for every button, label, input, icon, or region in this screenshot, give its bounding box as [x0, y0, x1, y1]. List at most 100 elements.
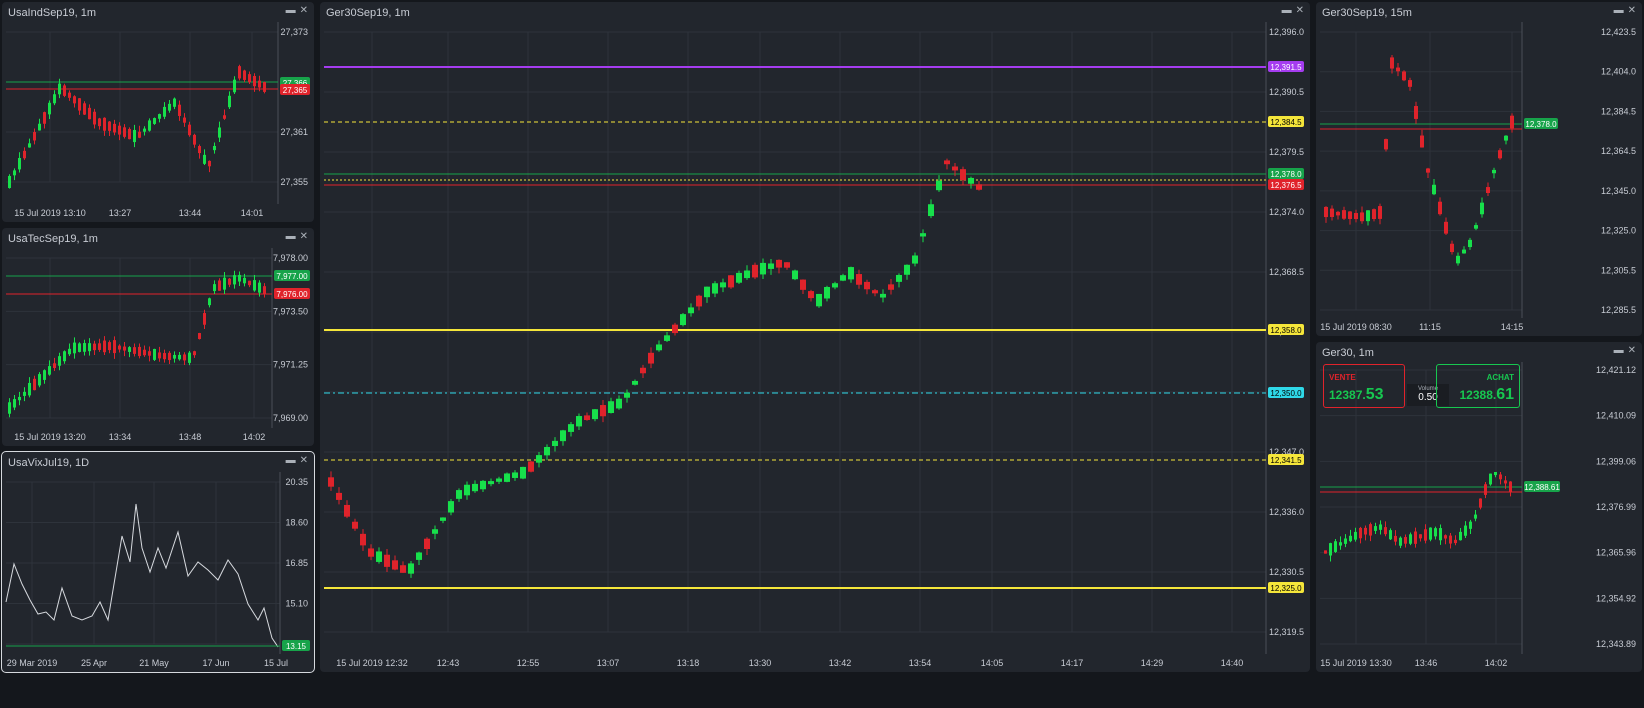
- candle: [228, 95, 231, 108]
- candle: [198, 333, 201, 340]
- chart-panel-usatec[interactable]: UsaTecSep19, 1m ▬ ✕ 7,978.00 7,973.50 7,971…: [2, 228, 314, 446]
- candle: [872, 290, 878, 294]
- candle: [123, 346, 126, 351]
- x-tick-label: 11:15: [1419, 322, 1441, 332]
- candle: [1374, 526, 1377, 531]
- price-chart[interactable]: 12,396.0 12,390.5 12,379.5 12,374.0 12,368.5…: [320, 2, 1310, 672]
- candle: [13, 170, 16, 176]
- window-icon[interactable]: ▬: [1613, 345, 1624, 356]
- close-icon[interactable]: ✕: [1627, 5, 1636, 16]
- window-icon[interactable]: ▬: [285, 231, 296, 242]
- candle: [1420, 135, 1424, 148]
- y-tick-label: 12,384.5: [1601, 106, 1636, 116]
- price-tag: [1268, 582, 1304, 593]
- candle: [23, 391, 26, 396]
- candle: [138, 131, 141, 138]
- close-icon[interactable]: ✕: [299, 455, 308, 466]
- candle: [48, 102, 51, 115]
- price-tag-label: 12,376.5: [1270, 181, 1302, 190]
- candle: [1324, 550, 1327, 554]
- window-icon[interactable]: ▬: [1613, 5, 1624, 16]
- candle: [1336, 211, 1340, 216]
- candle: [183, 117, 186, 123]
- price-chart[interactable]: 12,421.12 12,410.09 12,399.06 12,376.99 12,3…: [1316, 342, 1642, 672]
- candle: [904, 264, 910, 275]
- candle: [203, 313, 206, 325]
- candle: [258, 282, 261, 293]
- candle: [108, 121, 111, 131]
- panel-title: UsaIndSep19, 1m: [8, 7, 97, 19]
- candle: [464, 484, 470, 496]
- candle: [1378, 206, 1382, 219]
- window-icon[interactable]: ▬: [1281, 5, 1292, 16]
- candle: [800, 279, 806, 290]
- candle: [520, 466, 526, 479]
- candle: [1510, 115, 1514, 129]
- x-tick-label: 15 Jul 2019 13:30: [1320, 658, 1392, 668]
- y-tick-label: 7,978.00: [273, 253, 308, 263]
- candle: [83, 103, 86, 115]
- y-tick-label: 12,365.96: [1596, 548, 1636, 558]
- y-tick-label: 7,969.00: [273, 413, 308, 423]
- candle: [88, 107, 91, 120]
- candle: [912, 255, 918, 264]
- y-tick-label: 12,330.5: [1269, 567, 1304, 577]
- chart-panel-ger30[interactable]: Ger30, 1m ▬ ✕ 12,421.12 12,410.09 12,399.06…: [1316, 342, 1642, 672]
- candle: [544, 446, 550, 456]
- chart-panel-ger30-1m[interactable]: Ger30Sep19, 1m ▬ ✕ 12,396.0 12,390.5 12,379…: [320, 2, 1310, 672]
- candle: [1449, 535, 1452, 544]
- candle: [944, 160, 950, 165]
- volume-label: Volume: [1417, 386, 1438, 392]
- y-tick-label: 12,319.5: [1269, 627, 1304, 637]
- candle: [1459, 531, 1462, 541]
- volume-field[interactable]: Volume 0.50: [1407, 384, 1449, 406]
- chart-panel-usavix[interactable]: UsaVixJul19, 1D ▬✕ 20.35 18.60 16.85 15.10 1…: [1, 451, 315, 673]
- candle: [600, 405, 606, 417]
- price-tag-label: 12,378.0: [1525, 120, 1557, 129]
- candle: [113, 340, 116, 354]
- candle: [253, 76, 256, 87]
- sell-button[interactable]: VENTE 12387.53: [1323, 364, 1405, 408]
- candle: [128, 347, 131, 352]
- candle: [1329, 543, 1332, 556]
- candle: [248, 280, 251, 286]
- candle: [1402, 71, 1406, 81]
- vix-line: [5, 503, 279, 648]
- window-icon[interactable]: ▬: [285, 455, 296, 466]
- chart-panel-usaind[interactable]: UsaIndSep19, 1m ▬✕ 27,37327,36727,36127,…: [2, 2, 314, 222]
- y-tick-label: 12,336.0: [1269, 507, 1304, 517]
- candle: [228, 278, 231, 285]
- candle: [238, 274, 241, 282]
- x-tick-label: 13:07: [597, 658, 620, 668]
- close-icon[interactable]: ✕: [299, 231, 308, 242]
- candle: [103, 340, 106, 353]
- candle: [1369, 524, 1372, 536]
- candle: [616, 398, 622, 409]
- x-tick-label: 14:40: [1221, 658, 1244, 668]
- candle: [168, 103, 171, 111]
- close-icon[interactable]: ✕: [1295, 5, 1304, 16]
- price-chart[interactable]: 7,978.00 7,973.50 7,971.25 7,969.00 15 Jul 2…: [2, 228, 314, 446]
- candle: [592, 409, 598, 420]
- candle: [1450, 243, 1454, 253]
- price-tag: [274, 288, 310, 299]
- candle: [1434, 528, 1437, 537]
- candle: [952, 166, 958, 171]
- candle: [424, 538, 430, 550]
- candle: [784, 262, 790, 268]
- candle: [18, 157, 21, 170]
- price-chart[interactable]: 12,423.5 12,404.0 12,384.5 12,364.5 12,345.0…: [1316, 2, 1642, 336]
- candle: [528, 461, 534, 472]
- close-icon[interactable]: ✕: [299, 5, 308, 16]
- candle: [360, 533, 366, 546]
- candle: [1474, 225, 1478, 229]
- candle: [368, 548, 374, 557]
- close-icon[interactable]: ✕: [1627, 345, 1636, 356]
- candle: [143, 128, 146, 132]
- window-icon[interactable]: ▬: [285, 5, 296, 16]
- chart-panel-ger30-15m[interactable]: Ger30Sep19, 15m ▬ ✕ 12,423.5 12,404.0 12,38…: [1316, 2, 1642, 336]
- buy-button[interactable]: ACHAT 12388.61: [1436, 364, 1520, 408]
- candle: [1480, 202, 1484, 215]
